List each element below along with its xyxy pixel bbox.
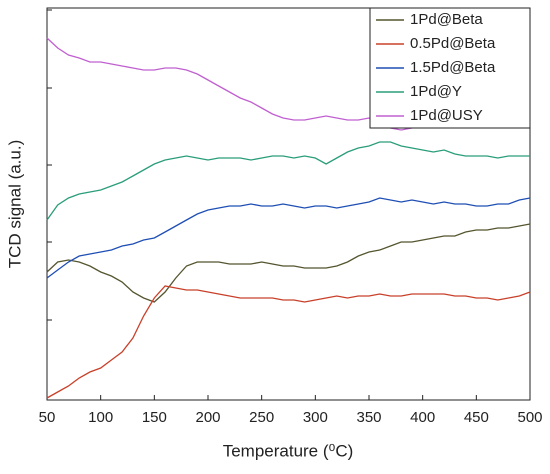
legend-label: 1Pd@Beta	[410, 11, 483, 28]
x-tick-label: 400	[410, 409, 435, 426]
x-tick-label: 50	[39, 409, 56, 426]
x-tick-label: 100	[88, 409, 113, 426]
legend-label: 1Pd@USY	[410, 107, 483, 124]
series-line	[46, 141, 530, 221]
plot-frame	[46, 7, 531, 401]
x-tick-label: 250	[249, 409, 274, 426]
x-tick-label: 500	[517, 409, 542, 426]
x-tick-label: 200	[195, 409, 220, 426]
series-line	[46, 285, 531, 399]
legend-label: 1Pd@Y	[410, 83, 462, 100]
x-tick-label: 450	[464, 409, 489, 426]
x-tick-label: 300	[303, 409, 328, 426]
legend-label: 1.5Pd@Beta	[410, 59, 496, 76]
series-line	[46, 223, 531, 303]
x-axis-label: Temperature (⁰C)	[223, 441, 354, 460]
legend-label: 0.5Pd@Beta	[410, 35, 496, 52]
y-axis-label: TCD signal (a.u.)	[5, 140, 24, 268]
x-tick-label: 350	[356, 409, 381, 426]
series-line	[46, 197, 531, 279]
x-tick-label: 150	[142, 409, 167, 426]
